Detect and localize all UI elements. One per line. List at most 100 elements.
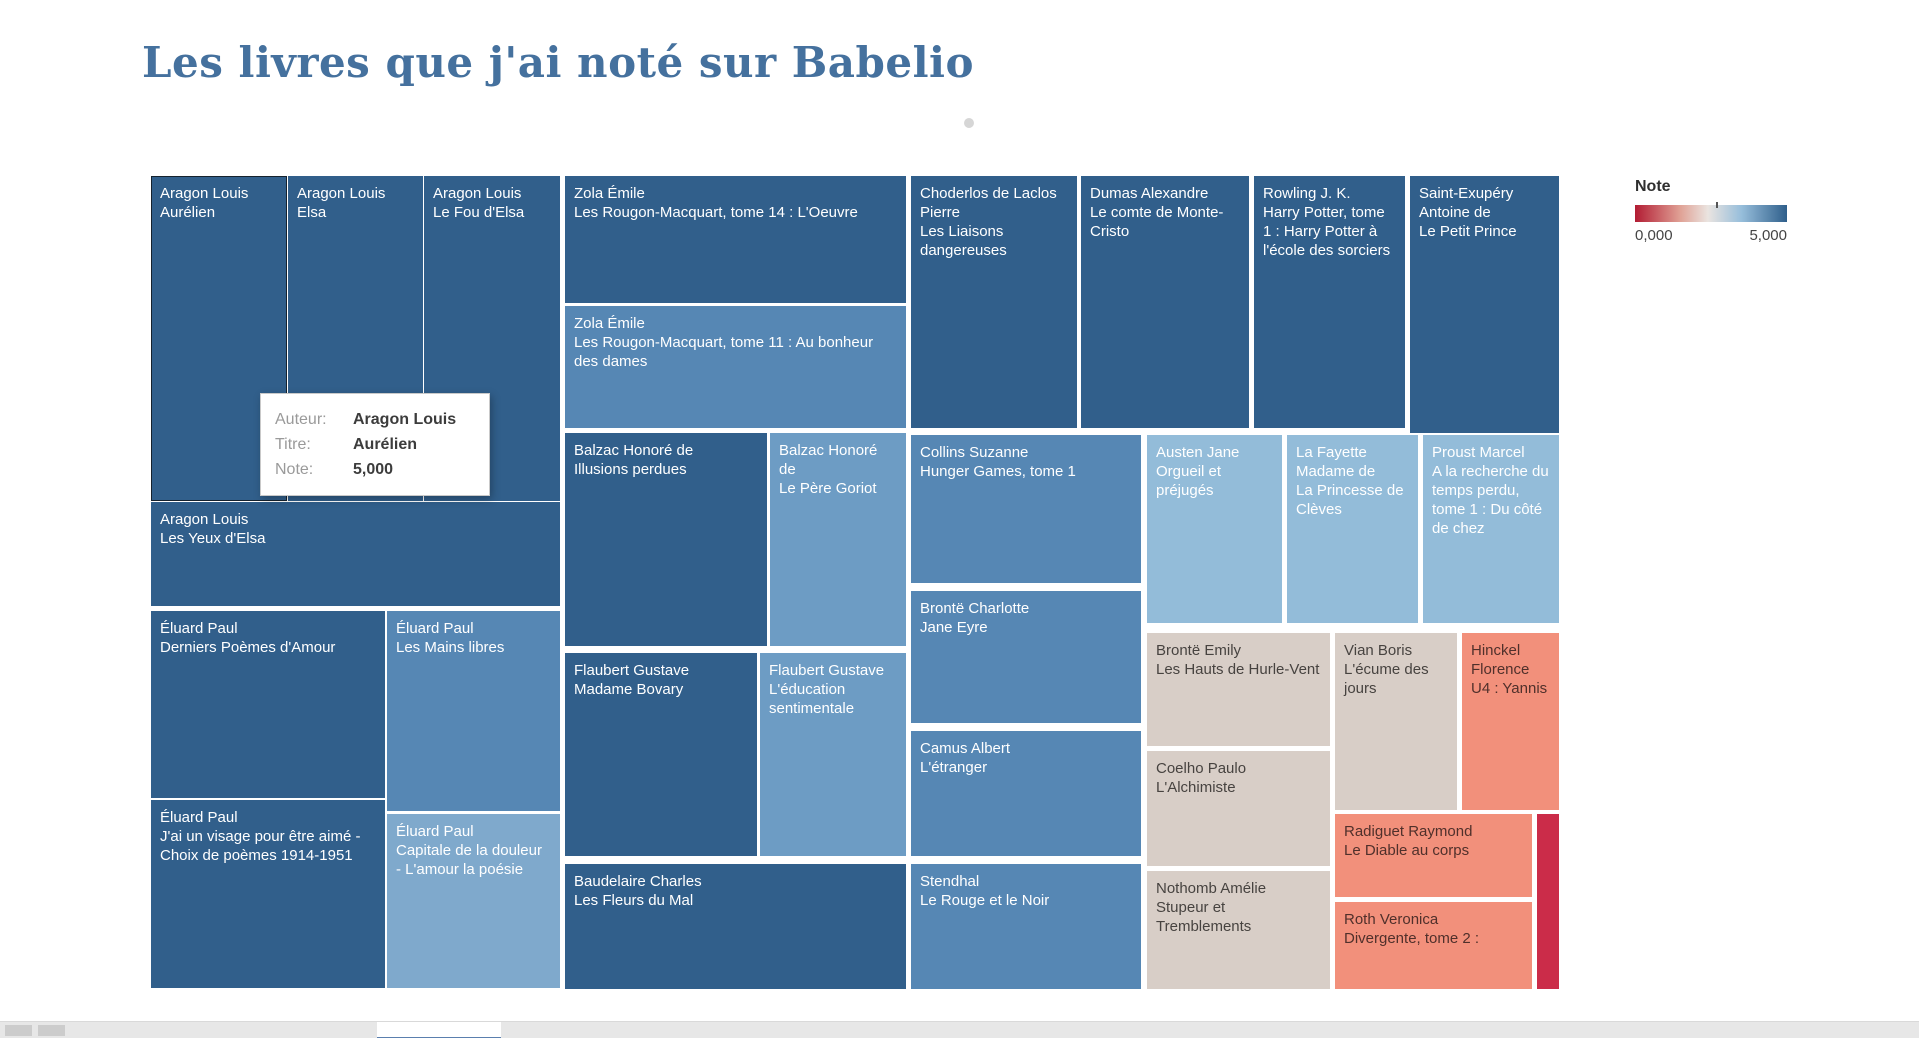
treemap-cell[interactable]: Radiguet Raymond Le Diable au corps xyxy=(1335,814,1532,897)
cell-title-label: Le Père Goriot xyxy=(779,480,877,497)
cell-title-label: Le Diable au corps xyxy=(1344,842,1470,859)
treemap-cell[interactable]: Brontë Charlotte Jane Eyre xyxy=(911,591,1141,723)
treemap-cell[interactable]: Collins Suzanne Hunger Games, tome 1 xyxy=(911,435,1141,583)
cell-author-label: Austen Jane xyxy=(1156,444,1240,461)
cell-title-label: Derniers Poèmes d'Amour xyxy=(160,639,336,656)
treemap-cell[interactable]: Nothomb Amélie Stupeur et Tremblements xyxy=(1147,871,1330,989)
treemap-cell[interactable]: Baudelaire Charles Les Fleurs du Mal xyxy=(565,864,906,989)
cell-title-label: L'écume des jours xyxy=(1344,661,1429,697)
treemap-cell[interactable]: Coelho Paulo L'Alchimiste xyxy=(1147,751,1330,866)
legend-marker-tick xyxy=(1715,202,1718,208)
cell-author-label: Saint-Exupéry Antoine de xyxy=(1419,185,1514,221)
cell-author-label: Stendhal xyxy=(920,873,980,890)
legend-title: Note xyxy=(1635,178,1671,195)
cell-title-label: Aurélien xyxy=(160,204,216,221)
cell-author-label: Proust Marcel xyxy=(1432,444,1525,461)
treemap-cell[interactable]: Choderlos de Laclos Pierre Les Liaisons d… xyxy=(911,176,1077,428)
treemap-cell[interactable]: Éluard Paul Capitale de la douleur - L'am… xyxy=(387,814,560,988)
cell-author-label: Éluard Paul xyxy=(396,620,474,637)
legend-gradient-wrap xyxy=(1635,202,1787,222)
treemap-cell[interactable]: Dumas Alexandre Le comte de Monte-Cristo xyxy=(1081,176,1249,428)
cell-title-label: Les Liaisons dangereuses xyxy=(920,223,1007,259)
cell-author-label: Coelho Paulo xyxy=(1156,760,1247,777)
legend-labels: 0,000 5,000 xyxy=(1635,227,1787,244)
active-sheet-tab[interactable] xyxy=(377,1022,501,1038)
cell-title-label: Harry Potter, tome 1 : Harry Potter à l'… xyxy=(1263,204,1391,259)
color-legend: Note 0,000 5,000 xyxy=(1635,178,1787,244)
tooltip-row-title: Titre: Aurélien xyxy=(275,432,475,457)
cell-author-label: Zola Émile xyxy=(574,315,645,332)
treemap-cell[interactable] xyxy=(1537,814,1559,989)
cell-title-label: Hunger Games, tome 1 xyxy=(920,463,1076,480)
cell-title-label: Les Yeux d'Elsa xyxy=(160,530,266,547)
treemap-cell[interactable]: Hinckel Florence U4 : Yannis xyxy=(1462,633,1559,810)
cell-title-label: La Princesse de Clèves xyxy=(1296,482,1404,518)
treemap-cell[interactable]: Rowling J. K. Harry Potter, tome 1 : Harr… xyxy=(1254,176,1405,428)
cell-title-label: Orgueil et préjugés xyxy=(1156,463,1222,499)
tooltip-author-value: Aragon Louis xyxy=(353,411,457,428)
tab-scroll-control-1[interactable] xyxy=(5,1025,32,1036)
cell-title-label: Divergente, tome 2 : xyxy=(1344,930,1480,947)
page-title: Les livres que j'ai noté sur Babelio xyxy=(142,38,974,87)
cell-title-label: Les Rougon-Macquart, tome 14 : L'Oeuvre xyxy=(574,204,858,221)
tab-scroll-control-2[interactable] xyxy=(38,1025,65,1036)
treemap-cell[interactable]: Éluard Paul Les Mains libres xyxy=(387,611,560,811)
treemap-cell[interactable]: Vian Boris L'écume des jours xyxy=(1335,633,1457,810)
tooltip-row-note: Note: 5,000 xyxy=(275,457,475,482)
tooltip-note-label: Note: xyxy=(275,461,314,478)
cell-author-label: Flaubert Gustave xyxy=(574,662,690,679)
cell-author-label: Zola Émile xyxy=(574,185,645,202)
cell-title-label: U4 : Yannis xyxy=(1471,680,1548,697)
cell-title-label: Illusions perdues xyxy=(574,461,687,478)
treemap-cell[interactable]: Saint-Exupéry Antoine de Le Petit Prince xyxy=(1410,176,1559,433)
treemap-cell[interactable]: Proust Marcel A la recherche du temps per… xyxy=(1423,435,1559,623)
cell-author-label: Éluard Paul xyxy=(160,620,238,637)
cell-title-label: L'Alchimiste xyxy=(1156,779,1236,796)
cell-author-label: Rowling J. K. xyxy=(1263,185,1351,202)
treemap-cell[interactable]: Austen Jane Orgueil et préjugés xyxy=(1147,435,1282,623)
cell-title-label: Le Fou d'Elsa xyxy=(433,204,525,221)
treemap-cell[interactable]: Zola Émile Les Rougon-Macquart, tome 14 :… xyxy=(565,176,906,303)
cell-author-label: Roth Veronica xyxy=(1344,911,1439,928)
cell-author-label: Éluard Paul xyxy=(160,809,238,826)
tooltip-row-author: Auteur: Aragon Louis xyxy=(275,407,475,432)
treemap-cell[interactable]: La Fayette Madame de La Princesse de Clèv… xyxy=(1287,435,1418,623)
cell-author-label: Radiguet Raymond xyxy=(1344,823,1473,840)
tooltip-title-label: Titre: xyxy=(275,436,311,453)
cell-author-label: Balzac Honoré de xyxy=(779,442,878,478)
cell-title-label: Le comte de Monte-Cristo xyxy=(1090,204,1224,240)
treemap-cell[interactable]: Zola Émile Les Rougon-Macquart, tome 11 :… xyxy=(565,306,906,428)
cell-author-label: Baudelaire Charles xyxy=(574,873,702,890)
treemap-cell[interactable]: Éluard Paul Derniers Poèmes d'Amour xyxy=(151,611,385,798)
cell-author-label: La Fayette Madame de xyxy=(1296,444,1376,480)
cell-title-label: Les Hauts de Hurle-Vent xyxy=(1156,661,1320,678)
treemap-cell[interactable]: Balzac Honoré de Le Père Goriot xyxy=(770,433,906,646)
treemap-cell[interactable]: Flaubert Gustave Madame Bovary xyxy=(565,653,757,856)
cell-author-label: Nothomb Amélie xyxy=(1156,880,1267,897)
treemap-cell[interactable]: Brontë Emily Les Hauts de Hurle-Vent xyxy=(1147,633,1330,746)
tooltip-author-label: Auteur: xyxy=(275,411,327,428)
treemap-cell[interactable]: Aragon Louis Les Yeux d'Elsa xyxy=(151,502,560,606)
cell-title-label: Le Rouge et le Noir xyxy=(920,892,1050,909)
treemap-cell[interactable]: Camus Albert L'étranger xyxy=(911,731,1141,856)
legend-gradient-bar[interactable] xyxy=(1635,205,1787,222)
treemap-cell[interactable]: Éluard Paul J'ai un visage pour être aimé… xyxy=(151,800,385,988)
cell-title-label: Stupeur et Tremblements xyxy=(1156,899,1252,935)
cell-author-label: Choderlos de Laclos Pierre xyxy=(920,185,1057,221)
cell-author-label: Aragon Louis xyxy=(160,511,249,528)
treemap-cell[interactable]: Balzac Honoré de Illusions perdues xyxy=(565,433,767,646)
cell-author-label: Vian Boris xyxy=(1344,642,1413,659)
cell-title-label: Jane Eyre xyxy=(920,619,988,636)
cell-author-label: Aragon Louis xyxy=(160,185,249,202)
cell-author-label: Flaubert Gustave xyxy=(769,662,885,679)
treemap-cell[interactable]: Stendhal Le Rouge et le Noir xyxy=(911,864,1141,989)
cell-title-label: Le Petit Prince xyxy=(1419,223,1517,240)
cell-title-label: L'éducation sentimentale xyxy=(769,681,855,717)
treemap-cell[interactable]: Flaubert Gustave L'éducation sentimentale xyxy=(760,653,906,856)
cell-title-label: Capitale de la douleur - L'amour la poés… xyxy=(396,842,542,878)
drag-handle-dot xyxy=(964,118,974,128)
treemap-cell[interactable]: Roth Veronica Divergente, tome 2 : xyxy=(1335,902,1532,989)
cell-author-label: Brontë Emily xyxy=(1156,642,1242,659)
